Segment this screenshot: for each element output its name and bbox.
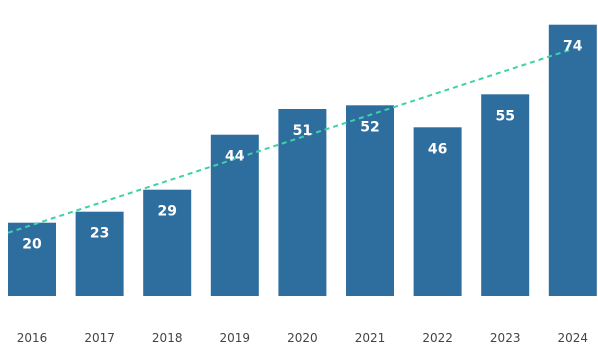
bar-2021 — [346, 105, 394, 296]
x-tick-label-2020: 2020 — [287, 331, 318, 345]
x-tick-label-2023: 2023 — [490, 331, 521, 345]
bar-2023 — [481, 94, 530, 296]
data-label-2017: 23 — [90, 226, 109, 242]
x-tick-label-2017: 2017 — [84, 331, 115, 345]
data-label-2018: 29 — [157, 204, 176, 220]
x-axis-ticks: 2016 2017 2018 2019 2020 2021 2022 2023 2024 — [17, 331, 588, 345]
data-label-2024: 74 — [563, 39, 583, 55]
x-tick-label-2019: 2019 — [220, 331, 251, 345]
x-tick-label-2016: 2016 — [17, 331, 48, 345]
bar-group — [8, 24, 597, 296]
bar-2016 — [8, 222, 56, 296]
bar-2019 — [210, 134, 259, 296]
data-label-2019: 44 — [225, 149, 245, 165]
data-label-group: 20 23 29 44 51 52 46 55 74 — [22, 39, 583, 253]
bar-2024 — [548, 24, 597, 296]
bar-2018 — [143, 189, 192, 296]
x-tick-label-2018: 2018 — [152, 331, 183, 345]
data-label-2022: 46 — [428, 141, 447, 157]
x-tick-label-2021: 2021 — [355, 331, 386, 345]
data-label-2020: 51 — [293, 123, 312, 139]
bar-2020 — [278, 109, 327, 296]
bar-2017 — [75, 211, 124, 296]
data-label-2023: 55 — [495, 108, 514, 124]
x-tick-label-2022: 2022 — [422, 331, 453, 345]
data-label-2021: 52 — [360, 119, 379, 135]
bar-2022 — [413, 127, 462, 296]
data-label-2016: 20 — [22, 237, 42, 253]
x-tick-label-2024: 2024 — [558, 331, 589, 345]
